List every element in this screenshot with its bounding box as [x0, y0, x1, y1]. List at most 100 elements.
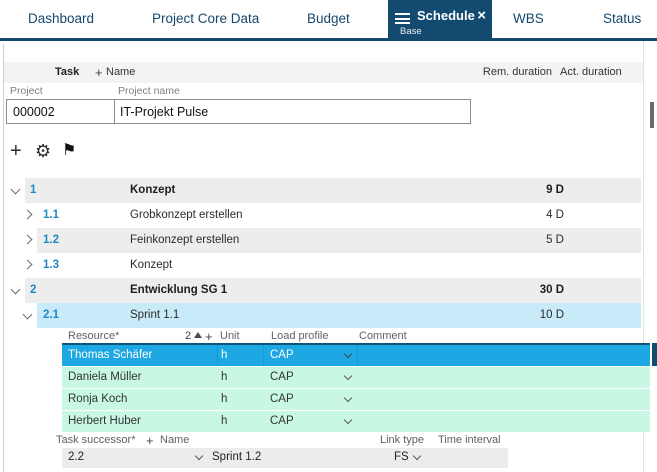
- add-resource-icon[interactable]: +: [205, 329, 213, 344]
- column-header-task: Task: [55, 66, 80, 78]
- expand-icon[interactable]: [22, 209, 33, 220]
- tab-dashboard[interactable]: Dashboard: [28, 11, 95, 26]
- column-header-time-interval: Time interval: [438, 434, 501, 446]
- hamburger-menu-icon[interactable]: [395, 13, 410, 24]
- column-header-name: Name: [106, 66, 136, 78]
- field-divider: [114, 100, 115, 123]
- row-highlight: [37, 228, 641, 253]
- row-highlight-selected: [37, 303, 641, 328]
- chevron-down-icon[interactable]: [343, 415, 353, 425]
- tab-wbs[interactable]: WBS: [513, 11, 544, 26]
- task-rem-duration: 10 D: [539, 309, 564, 321]
- tab-budget[interactable]: Budget: [307, 11, 350, 26]
- sort-indicator[interactable]: 2: [185, 330, 203, 342]
- task-number: 2.1: [43, 309, 59, 321]
- chevron-down-icon[interactable]: [343, 349, 353, 359]
- row-highlight: [25, 178, 641, 203]
- tab-status[interactable]: Status: [603, 11, 642, 26]
- resource-unit: h: [221, 415, 228, 427]
- tab-bar: Dashboard Project Core Data Budget WBS S…: [0, 0, 657, 41]
- task-number: 1: [30, 184, 37, 196]
- task-rem-duration: 5 D: [546, 234, 564, 246]
- add-successor-icon[interactable]: +: [146, 433, 154, 448]
- column-header-load-profile: Load profile: [271, 330, 329, 342]
- task-name: Grobkonzept erstellen: [130, 209, 243, 221]
- task-name: Sprint 1.1: [130, 309, 180, 321]
- collapse-icon[interactable]: [10, 184, 21, 195]
- column-header-unit: Unit: [220, 330, 240, 342]
- tab-bar-underline: [0, 38, 657, 41]
- gear-icon[interactable]: ⚙: [35, 141, 52, 161]
- tab-schedule[interactable]: Schedule × Base: [388, 0, 492, 41]
- expand-icon[interactable]: [22, 259, 33, 270]
- column-header-successor-name: Name: [160, 434, 190, 446]
- task-row-1-3[interactable]: 1.3 Konzept: [4, 253, 643, 278]
- flag-icon[interactable]: ⚑: [62, 142, 77, 159]
- resource-unit: h: [221, 393, 228, 405]
- tab-project-core-data[interactable]: Project Core Data: [152, 11, 260, 26]
- resource-row[interactable]: Herbert Huber h CAP: [62, 411, 650, 432]
- collapse-icon[interactable]: [10, 284, 21, 295]
- column-divider: [217, 345, 218, 366]
- chevron-down-icon[interactable]: [194, 451, 204, 461]
- resource-row[interactable]: Daniela Müller h CAP: [62, 367, 650, 388]
- load-profile-value[interactable]: CAP: [270, 415, 294, 427]
- resource-row-selected[interactable]: Thomas Schäfer h CAP: [62, 343, 650, 366]
- task-number: 1.2: [43, 234, 59, 246]
- resource-name: Thomas Schäfer: [68, 349, 153, 361]
- project-id-label: Project: [10, 85, 43, 97]
- task-rem-duration: 9 D: [546, 184, 564, 196]
- task-list-header: Task + Name Rem. duration Act. duration: [4, 62, 643, 83]
- scrollbar-selection-marker: [652, 343, 657, 366]
- task-row-1-1[interactable]: 1.1 Grobkonzept erstellen 4 D: [4, 203, 643, 228]
- add-task-button[interactable]: +: [10, 140, 22, 162]
- expand-icon[interactable]: [22, 234, 33, 245]
- task-number: 1.1: [43, 209, 59, 221]
- task-row-1[interactable]: 1 Konzept 9 D: [4, 178, 643, 203]
- add-column-icon[interactable]: +: [95, 65, 103, 80]
- task-rem-duration: 4 D: [546, 209, 564, 221]
- load-profile-value[interactable]: CAP: [270, 349, 294, 361]
- column-divider: [263, 345, 264, 366]
- successor-name: Sprint 1.2: [212, 451, 262, 463]
- successor-task-number[interactable]: 2.2: [68, 451, 84, 463]
- chevron-down-icon[interactable]: [343, 393, 353, 403]
- panel-left-border: [3, 44, 4, 472]
- load-profile-value[interactable]: CAP: [270, 371, 294, 383]
- resource-name: Daniela Müller: [68, 371, 142, 383]
- load-profile-value[interactable]: CAP: [270, 393, 294, 405]
- close-tab-icon[interactable]: ×: [477, 7, 486, 24]
- column-header-link-type: Link type: [380, 434, 425, 446]
- project-field-group: [6, 99, 471, 124]
- chevron-down-icon[interactable]: [412, 451, 422, 461]
- collapse-icon[interactable]: [22, 309, 33, 320]
- resource-row[interactable]: Ronja Koch h CAP: [62, 389, 650, 410]
- panel-right-border: [643, 41, 644, 472]
- column-header-comment: Comment: [359, 330, 407, 342]
- column-header-task-successor: Task successor*: [56, 434, 136, 446]
- project-id-input[interactable]: [13, 100, 108, 123]
- column-header-resource: Resource*: [68, 330, 120, 342]
- sort-asc-icon: [194, 332, 203, 338]
- task-row-2-1[interactable]: 2.1 Sprint 1.1 10 D: [4, 303, 643, 328]
- resource-name: Herbert Huber: [68, 415, 141, 427]
- task-number: 2: [30, 284, 37, 296]
- project-name-label: Project name: [118, 85, 180, 97]
- task-name: Konzept: [130, 259, 173, 271]
- chevron-down-icon[interactable]: [343, 371, 353, 381]
- task-row-2[interactable]: 2 Entwicklung SG 1 30 D: [4, 278, 643, 303]
- resource-unit: h: [221, 349, 228, 361]
- task-row-1-2[interactable]: 1.2 Feinkonzept erstellen 5 D: [4, 228, 643, 253]
- resource-name: Ronja Koch: [68, 393, 128, 405]
- task-name: Feinkonzept erstellen: [130, 234, 240, 246]
- column-divider: [357, 345, 358, 366]
- project-name-input[interactable]: [120, 100, 465, 123]
- task-name: Entwicklung SG 1: [130, 284, 228, 296]
- tab-schedule-sublabel: Base: [400, 26, 422, 37]
- task-rem-duration: 30 D: [539, 284, 564, 296]
- scrollbar-thumb[interactable]: [650, 102, 654, 128]
- column-header-rem-duration: Rem. duration: [482, 66, 552, 78]
- link-type-value[interactable]: FS: [394, 451, 409, 463]
- successor-row[interactable]: 2.2 Sprint 1.2 FS: [62, 448, 508, 468]
